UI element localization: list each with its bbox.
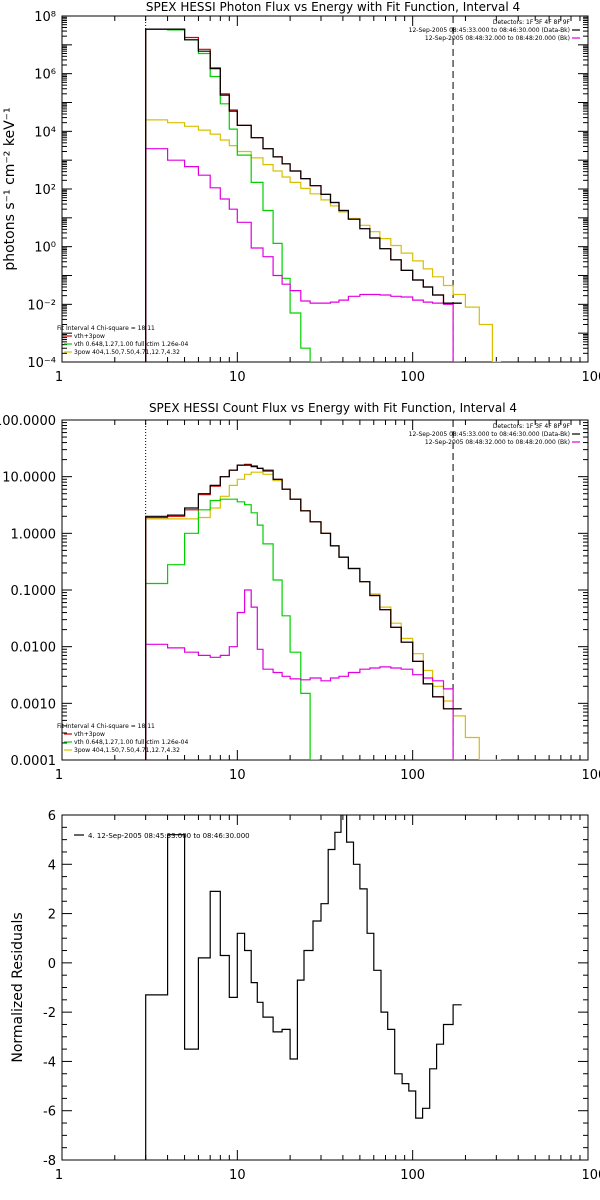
y-tick-label: 10² (34, 183, 56, 198)
x-tick-label: 1 (55, 1168, 63, 1183)
series-line-0 (145, 464, 462, 760)
series-line-2 (145, 498, 319, 760)
legend-header-line: Detectors: 1F 3F 4F 8F 9F (493, 423, 571, 430)
legend-header-line: 12-Sep-2005 08:48:32.000 to 08:48:20.000… (425, 439, 570, 446)
chart-title: SPEX HESSI Photon Flux vs Energy with Fi… (146, 0, 520, 14)
series-line-4 (145, 148, 462, 362)
y-tick-label: -2 (43, 1006, 56, 1021)
y-tick-label: 0.0001 (11, 754, 57, 769)
legend-header-line: 12-Sep-2005 08:48:32.000 to 08:48:20.000… (425, 35, 570, 42)
fit-legend-entry: 3pow 404,1.50,7.50,4.71,12.7,4.32 (74, 349, 180, 356)
y-tick-label: 10⁰ (34, 241, 56, 256)
x-tick-label: 1 (55, 768, 63, 783)
y-tick-label: 10.0000 (2, 471, 56, 486)
series-line-0 (145, 28, 462, 362)
chart-panel-2: 1 10 100 1000 0.0001 0.0010 0.0100 0.1000 1.0000… (0, 401, 600, 783)
x-tick-label: 100 (400, 370, 425, 385)
y-axis-label: Normalized Residuals (10, 912, 26, 1062)
series-group (145, 463, 501, 760)
x-tick-label: 100 (400, 1168, 425, 1183)
y-tick-label: 10⁶ (34, 68, 56, 83)
chart-panel-1: 1 10 100 1000 10⁻⁴ 10⁻² 10⁰ 10² 10⁴ 10⁶ 10⁸ SPEX HE… (2, 0, 600, 385)
y-tick-label: 100.0000 (0, 414, 56, 429)
x-tick-label: 10 (229, 370, 246, 385)
legend-header-line: Detectors: 1F 3F 4F 8F 9F (493, 19, 571, 26)
y-tick-label: 10⁸ (34, 10, 56, 25)
x-tick-label: 1000 (581, 370, 600, 385)
plot-frame (61, 814, 589, 1161)
fit-legend-entry: vth+3pow (74, 731, 105, 738)
fit-legend-entry: 3pow 404,1.50,7.50,4.71,12.7,4.32 (74, 747, 180, 754)
series-line-3 (145, 119, 501, 362)
series-group (145, 815, 462, 1160)
y-tick-label: 0.0010 (11, 697, 57, 712)
series-line-0 (145, 815, 462, 1160)
fit-legend-title: Fit Interval 4 Chi-square = 18.11 (57, 325, 155, 332)
y-tick-label: -6 (43, 1105, 56, 1120)
chart-panel-3: 1 10 100 1000 -8 -6 -4 -2 0 2 4 6 Normalized Residua… (10, 809, 600, 1183)
fit-legend-title: Fit Interval 4 Chi-square = 18.11 (57, 723, 155, 730)
x-tick-label: 1 (55, 370, 63, 385)
legend-header-line: 12-Sep-2005 08:45:33.000 to 08:46:30.000… (409, 27, 570, 34)
y-tick-label: 10⁻⁴ (27, 356, 56, 371)
fit-legend-entry: vth 0.648,1.27,1.00 full ctim 1.26e-04 (74, 341, 188, 348)
x-tick-label: 10 (229, 1168, 246, 1183)
y-tick-label: 4 (48, 858, 56, 873)
legend-header-line: 12-Sep-2005 08:45:33.000 to 08:46:30.000… (409, 431, 570, 438)
plot-frame (61, 15, 589, 363)
fit-legend-entry: vth 0.648,1.27,1.00 full ctim 1.26e-04 (74, 739, 188, 746)
series-line-1 (145, 463, 462, 760)
y-tick-label: 10⁻² (27, 298, 56, 313)
y-axis-label: photons s⁻¹ cm⁻² keV⁻¹ (2, 107, 18, 270)
series-line-4 (145, 589, 462, 760)
series-line-2 (145, 28, 330, 362)
y-tick-label: 1.0000 (11, 527, 57, 542)
plot-frame (61, 419, 589, 761)
y-tick-label: 2 (48, 908, 56, 923)
chart-title: SPEX HESSI Count Flux vs Energy with Fit… (149, 401, 517, 415)
series-group (145, 28, 501, 362)
x-tick-label: 10 (229, 768, 246, 783)
fit-legend-entry: vth+3pow (74, 333, 105, 340)
y-tick-label: -8 (43, 1154, 56, 1169)
y-tick-label: 0.1000 (11, 584, 57, 599)
y-tick-label: -4 (43, 1055, 56, 1070)
series-line-1 (145, 28, 462, 362)
y-tick-label: 0.0100 (11, 641, 57, 656)
y-tick-label: 0 (48, 957, 56, 972)
y-tick-label: 6 (48, 809, 56, 824)
x-tick-label: 1000 (581, 768, 600, 783)
x-tick-label: 100 (400, 768, 425, 783)
legend-entry: 4. 12-Sep-2005 08:45:33.000 to 08:46:30.… (88, 832, 250, 840)
y-tick-label: 10⁴ (34, 125, 56, 140)
x-tick-label: 1000 (581, 1168, 600, 1183)
